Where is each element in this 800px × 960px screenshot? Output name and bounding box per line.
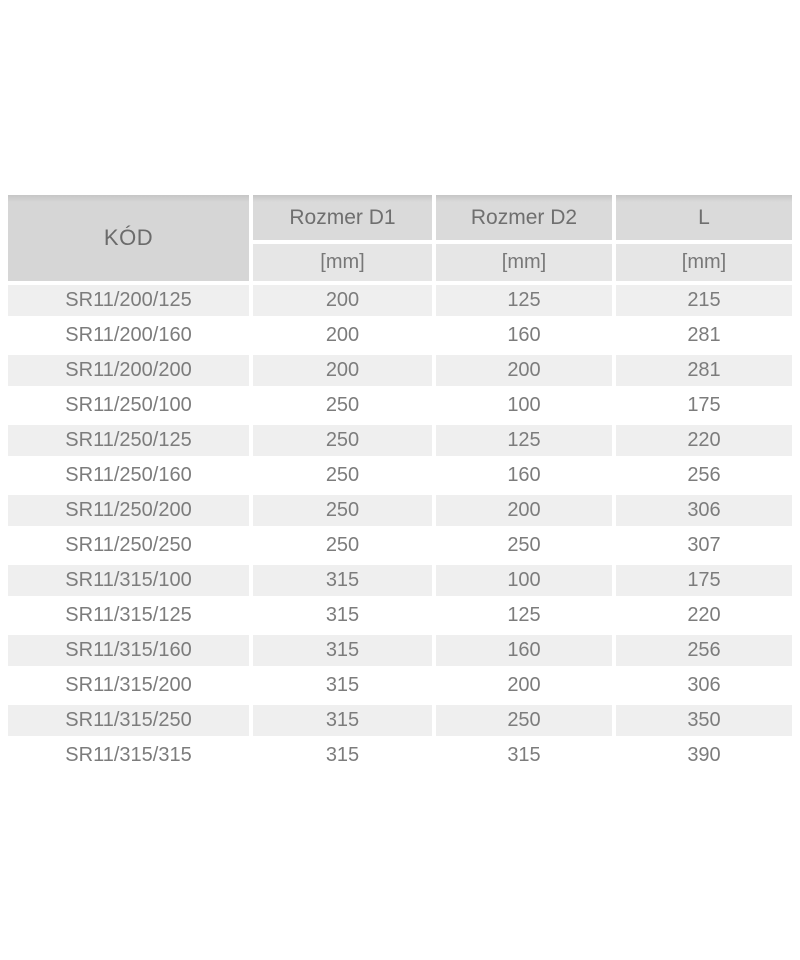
cell-d1: 315	[253, 600, 432, 631]
cell-d2: 315	[436, 740, 612, 771]
cell-d1: 250	[253, 425, 432, 456]
cell-kod: SR11/250/200	[8, 495, 249, 526]
table-row: SR11/200/125 200 125 215	[8, 285, 792, 316]
cell-d1: 315	[253, 740, 432, 771]
cell-d2: 250	[436, 530, 612, 561]
table-row: SR11/315/315 315 315 390	[8, 740, 792, 771]
table-row: SR11/315/100 315 100 175	[8, 565, 792, 596]
cell-d1: 250	[253, 530, 432, 561]
cell-l: 281	[616, 355, 792, 386]
cell-kod: SR11/250/125	[8, 425, 249, 456]
table-row: SR11/200/200 200 200 281	[8, 355, 792, 386]
cell-kod: SR11/250/160	[8, 460, 249, 491]
cell-d2: 200	[436, 495, 612, 526]
cell-l: 215	[616, 285, 792, 316]
cell-d2: 125	[436, 425, 612, 456]
cell-l: 256	[616, 460, 792, 491]
cell-d1: 200	[253, 285, 432, 316]
spec-table-body: SR11/200/125 200 125 215 SR11/200/160 20…	[8, 285, 792, 771]
cell-kod: SR11/315/125	[8, 600, 249, 631]
table-row: SR11/315/250 315 250 350	[8, 705, 792, 736]
cell-d1: 200	[253, 320, 432, 351]
cell-kod: SR11/200/200	[8, 355, 249, 386]
cell-kod: SR11/315/100	[8, 565, 249, 596]
spec-table-container: KÓD Rozmer D1 Rozmer D2 L [mm] [mm] [mm]…	[4, 191, 796, 775]
cell-kod: SR11/200/160	[8, 320, 249, 351]
cell-l: 350	[616, 705, 792, 736]
cell-l: 256	[616, 635, 792, 666]
unit-header-d1: [mm]	[253, 244, 432, 281]
column-header-rozmer-d2: Rozmer D2	[436, 195, 612, 240]
table-row: SR11/250/160 250 160 256	[8, 460, 792, 491]
cell-d2: 100	[436, 390, 612, 421]
table-row: SR11/250/200 250 200 306	[8, 495, 792, 526]
cell-d1: 315	[253, 565, 432, 596]
cell-l: 281	[616, 320, 792, 351]
cell-d2: 125	[436, 285, 612, 316]
cell-kod: SR11/315/250	[8, 705, 249, 736]
cell-d1: 250	[253, 460, 432, 491]
cell-kod: SR11/250/250	[8, 530, 249, 561]
cell-d2: 250	[436, 705, 612, 736]
cell-d1: 315	[253, 635, 432, 666]
spec-table-header: KÓD Rozmer D1 Rozmer D2 L [mm] [mm] [mm]	[8, 195, 792, 281]
unit-header-d2: [mm]	[436, 244, 612, 281]
table-row: SR11/315/200 315 200 306	[8, 670, 792, 701]
cell-kod: SR11/200/125	[8, 285, 249, 316]
cell-d1: 250	[253, 390, 432, 421]
cell-l: 220	[616, 600, 792, 631]
table-row: SR11/200/160 200 160 281	[8, 320, 792, 351]
table-row: SR11/315/125 315 125 220	[8, 600, 792, 631]
header-row-units: [mm] [mm] [mm]	[8, 244, 792, 281]
header-row-labels: KÓD Rozmer D1 Rozmer D2 L	[8, 195, 792, 281]
cell-d1: 315	[253, 705, 432, 736]
cell-d2: 160	[436, 635, 612, 666]
table-row: SR11/315/160 315 160 256	[8, 635, 792, 666]
cell-kod: SR11/250/100	[8, 390, 249, 421]
table-row: SR11/250/100 250 100 175	[8, 390, 792, 421]
cell-kod: SR11/315/315	[8, 740, 249, 771]
column-header-rozmer-d1: Rozmer D1	[253, 195, 432, 240]
cell-d1: 250	[253, 495, 432, 526]
cell-d2: 100	[436, 565, 612, 596]
cell-l: 175	[616, 390, 792, 421]
unit-header-l: [mm]	[616, 244, 792, 281]
cell-d1: 200	[253, 355, 432, 386]
column-header-l: L	[616, 195, 792, 240]
cell-d2: 160	[436, 320, 612, 351]
cell-d2: 200	[436, 355, 612, 386]
cell-d2: 125	[436, 600, 612, 631]
spec-table: KÓD Rozmer D1 Rozmer D2 L [mm] [mm] [mm]…	[4, 191, 796, 775]
cell-d2: 200	[436, 670, 612, 701]
cell-l: 307	[616, 530, 792, 561]
table-row: SR11/250/125 250 125 220	[8, 425, 792, 456]
cell-l: 220	[616, 425, 792, 456]
cell-l: 306	[616, 670, 792, 701]
cell-kod: SR11/315/160	[8, 635, 249, 666]
cell-kod: SR11/315/200	[8, 670, 249, 701]
cell-l: 306	[616, 495, 792, 526]
cell-d2: 160	[436, 460, 612, 491]
table-row: SR11/250/250 250 250 307	[8, 530, 792, 561]
cell-d1: 315	[253, 670, 432, 701]
column-header-kod: KÓD	[8, 195, 249, 281]
cell-l: 175	[616, 565, 792, 596]
cell-l: 390	[616, 740, 792, 771]
